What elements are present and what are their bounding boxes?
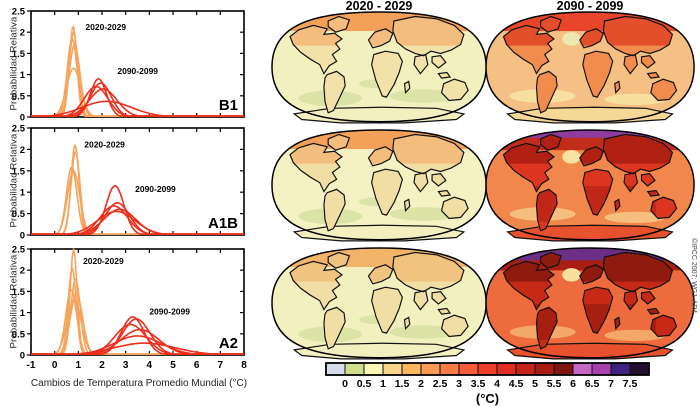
- svg-text:0: 0: [52, 360, 58, 371]
- map-a2-2020: [271, 247, 487, 360]
- svg-text:6: 6: [570, 378, 576, 390]
- svg-text:0: 0: [20, 351, 25, 362]
- curve-label: 2090-2099: [117, 66, 158, 76]
- panel-label-A1B: A1B: [208, 215, 238, 232]
- curve-label: 2090-2099: [135, 184, 176, 194]
- distribution-chart-B1: 0 0.5 1 1.5 2 2.5 2020-2029 2090-2099 B1: [12, 7, 245, 124]
- svg-text:7: 7: [218, 360, 224, 371]
- svg-text:1: 1: [20, 70, 26, 81]
- panel-label-A2: A2: [219, 335, 238, 352]
- curves-2090-2099: [31, 78, 244, 117]
- svg-text:0: 0: [342, 378, 348, 390]
- panel-label-B1: B1: [219, 97, 238, 114]
- map-column-title-2090: 2090 - 2099: [557, 0, 624, 13]
- svg-text:1.5: 1.5: [12, 287, 26, 298]
- svg-text:2.5: 2.5: [433, 378, 448, 390]
- svg-text:4.5: 4.5: [509, 378, 524, 390]
- colorbar-unit: (°C): [476, 391, 499, 406]
- svg-text:1: 1: [20, 188, 26, 199]
- svg-text:3: 3: [123, 360, 129, 371]
- svg-text:7.5: 7.5: [623, 378, 638, 390]
- svg-text:1: 1: [380, 378, 386, 390]
- svg-text:2: 2: [418, 378, 424, 390]
- distribution-chart-A1B: 0 0.5 1 1.5 2 2.5 2020-2029 2090-2099 A1B: [12, 124, 245, 242]
- svg-text:2: 2: [99, 360, 105, 371]
- svg-text:2.5: 2.5: [12, 7, 26, 18]
- svg-text:-1: -1: [27, 360, 36, 371]
- map-a1b-2090: [485, 129, 695, 242]
- svg-text:5: 5: [532, 378, 538, 390]
- svg-text:0.5: 0.5: [12, 91, 26, 102]
- svg-text:4: 4: [494, 378, 500, 390]
- svg-text:4: 4: [147, 360, 153, 371]
- svg-text:0.5: 0.5: [12, 209, 26, 220]
- distribution-panel-a2: -1 0 1 2 3 4 5 6 7 8 0 0.5 1 1.5 2 2.5 2020-2029 2090-209…: [0, 238, 258, 383]
- maps-panel: 2020 - 2029 2090 - 2099: [271, 0, 698, 406]
- svg-text:1: 1: [76, 360, 82, 371]
- svg-text:7: 7: [608, 378, 614, 390]
- svg-text:1.5: 1.5: [12, 166, 26, 177]
- svg-text:5: 5: [170, 360, 176, 371]
- svg-text:1.5: 1.5: [12, 49, 26, 60]
- curve-label: 2020-2029: [83, 256, 124, 266]
- svg-text:6: 6: [194, 360, 200, 371]
- curve-label: 2090-2099: [149, 307, 190, 317]
- curves-2090-2099: [31, 185, 244, 235]
- svg-text:2.5: 2.5: [12, 245, 26, 256]
- svg-text:1: 1: [20, 308, 26, 319]
- distribution-chart-A2: -1 0 1 2 3 4 5 6 7 800.511.522.52020-20292090-209…: [12, 245, 247, 372]
- svg-text:3: 3: [456, 378, 462, 390]
- curve-label: 2020-2029: [85, 22, 126, 32]
- credit-text: ©IPCC 2007: WG1-AR4: [690, 238, 698, 313]
- svg-text:0: 0: [20, 231, 25, 242]
- map-a1b-2020: [271, 129, 487, 242]
- y-axis-label-a2: Probabilidad Relativa: [8, 254, 20, 349]
- svg-text:6.5: 6.5: [585, 378, 600, 390]
- map-column-title-2020: 2020 - 2029: [346, 0, 413, 13]
- temperature-colorbar: 0 0.5 1 1.5 2 2.5 3 3.5 4 4.5 5 5.5 6 6.5 7 7.5 (°C): [325, 362, 650, 406]
- x-axis-label: Cambios de Temperatura Promedio Mundial …: [30, 378, 248, 389]
- map-b1-2020: [271, 11, 487, 124]
- svg-text:8: 8: [241, 360, 247, 371]
- svg-text:2: 2: [20, 28, 25, 39]
- y-axis-label-a1b: Probabilidad Relativa: [8, 133, 20, 228]
- svg-text:3.5: 3.5: [471, 378, 486, 390]
- svg-text:2: 2: [20, 266, 25, 277]
- svg-text:5.5: 5.5: [547, 378, 562, 390]
- svg-text:2.5: 2.5: [12, 124, 26, 135]
- map-a2-2090: [485, 247, 695, 360]
- y-axis-label-b1: Probabilidad Relativa: [8, 16, 20, 111]
- svg-text:0.5: 0.5: [357, 378, 372, 390]
- svg-text:2: 2: [20, 145, 25, 156]
- svg-text:0: 0: [20, 113, 25, 124]
- distribution-panel-a1b: 0 0.5 1 1.5 2 2.5 2020-2029 2090-2099 A1B: [0, 117, 258, 242]
- distribution-panel-b1: 0 0.5 1 1.5 2 2.5 2020-2029 2090-2099 B1: [0, 0, 258, 125]
- svg-text:1.5: 1.5: [395, 378, 410, 390]
- curve-label: 2020-2029: [84, 139, 125, 149]
- svg-text:0.5: 0.5: [12, 329, 26, 340]
- map-b1-2090: [485, 11, 695, 124]
- curves-2090-2099: [31, 316, 244, 355]
